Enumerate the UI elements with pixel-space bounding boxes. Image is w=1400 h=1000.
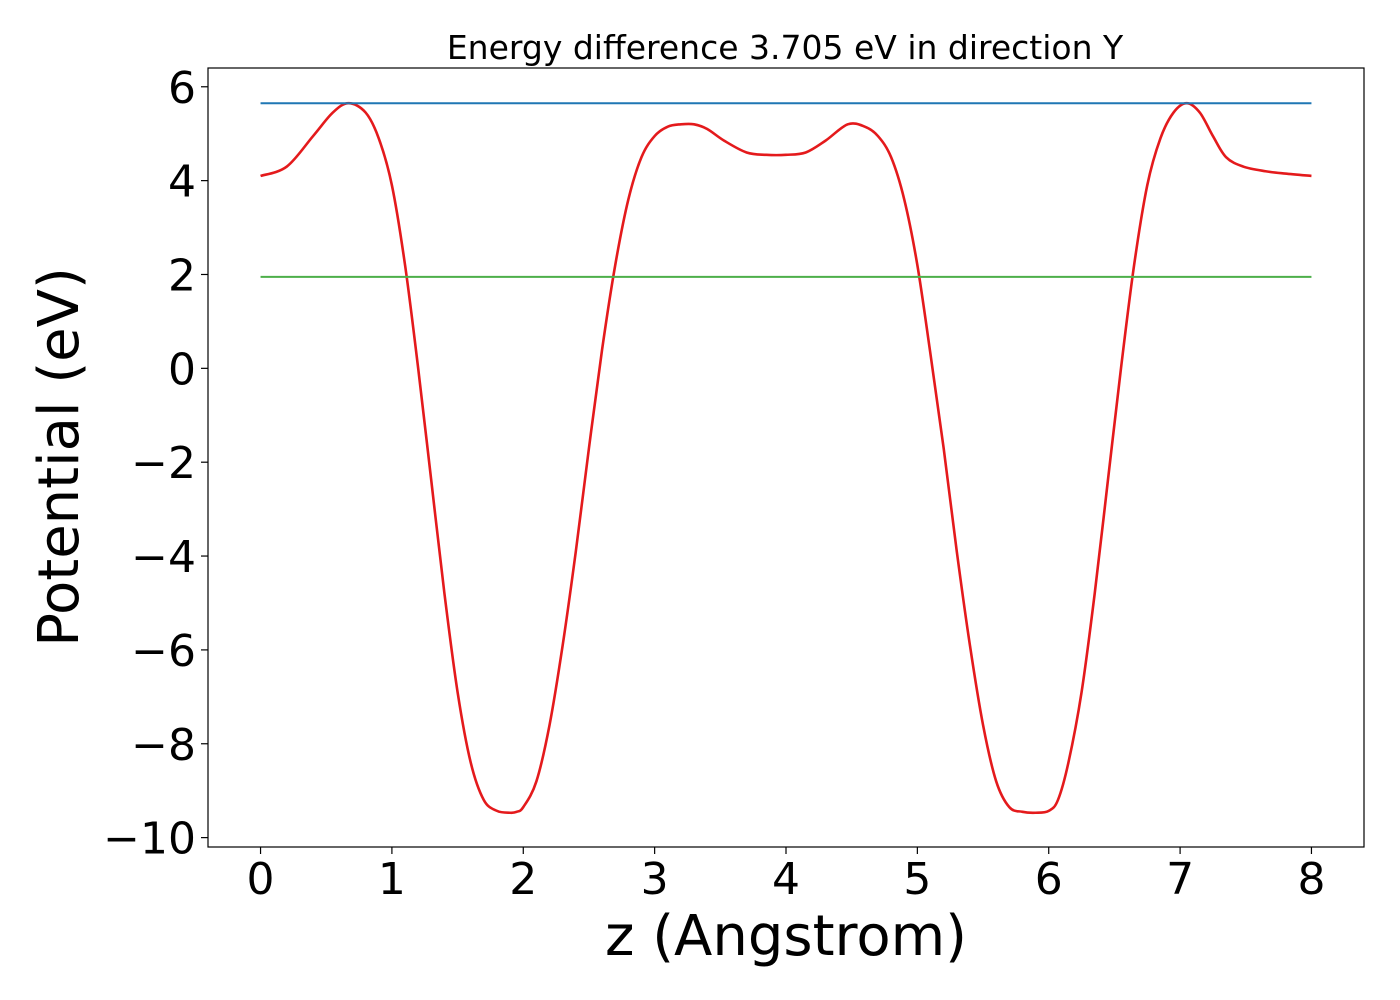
y-tick-label: −10 [103, 814, 196, 865]
x-tick-label: 0 [247, 854, 275, 905]
x-tick-label: 1 [378, 854, 406, 905]
y-tick-label: −6 [131, 626, 196, 677]
y-tick-label: −8 [131, 720, 196, 771]
x-tick-label: 5 [903, 854, 931, 905]
x-tick-label: 2 [509, 854, 537, 905]
y-tick-label: −4 [131, 532, 196, 583]
x-tick-label: 6 [1035, 854, 1063, 905]
y-tick-label: 0 [168, 344, 196, 395]
series-layer [260, 101, 1312, 815]
y-tick-label: 2 [168, 250, 196, 301]
potential-curve [260, 101, 1312, 815]
x-tick-label: 7 [1166, 854, 1194, 905]
ticks-layer: 0 1 2 3 4 5 6 7 8 6 4 2 0 −2 −4 −6 −8 −10 [103, 63, 1325, 905]
y-tick-label: −2 [131, 438, 196, 489]
chart-title: Energy difference 3.705 eV in direction … [447, 28, 1124, 67]
x-axis-title: z (Angstrom) [605, 904, 967, 969]
x-tick-label: 8 [1297, 854, 1325, 905]
x-tick-label: 3 [641, 854, 669, 905]
y-tick-label: 6 [168, 63, 196, 114]
x-tick-label: 4 [772, 854, 800, 905]
y-tick-label: 4 [168, 157, 196, 208]
plot-frame [207, 67, 1365, 848]
y-axis-title: Potential (eV) [27, 267, 92, 647]
